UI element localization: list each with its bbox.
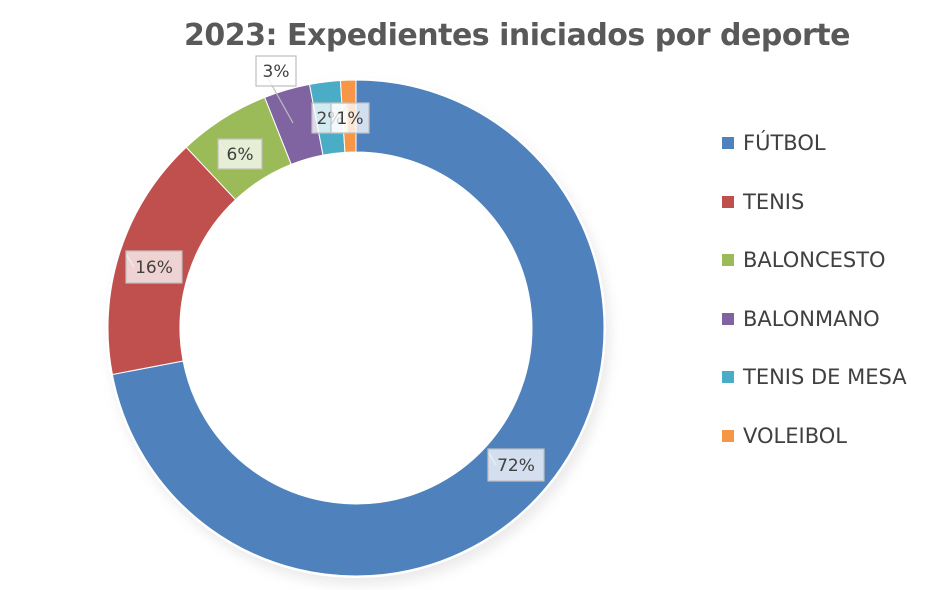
legend-swatch xyxy=(722,254,734,267)
data-label-text: 72% xyxy=(497,456,535,476)
data-label-box xyxy=(330,102,370,134)
data-label-text: 1% xyxy=(337,109,364,129)
legend-swatch xyxy=(722,371,734,384)
legend: FÚTBOL TENIS BALONCESTO BALONMANO TENIS DE M… xyxy=(722,114,907,465)
legend-label: BALONMANO xyxy=(743,306,880,331)
legend-swatch xyxy=(722,137,734,150)
legend-label: BALONCESTO xyxy=(743,248,886,273)
data-label: 3% xyxy=(255,55,297,124)
legend-item: TENIS xyxy=(722,173,907,232)
legend-item: FÚTBOL xyxy=(722,114,907,173)
legend-item: TENIS DE MESA xyxy=(722,348,907,407)
data-label: 1% xyxy=(330,102,370,134)
data-label-box xyxy=(217,138,263,170)
data-label-box xyxy=(255,55,297,87)
data-label: 72% xyxy=(487,448,545,482)
legend-swatch xyxy=(722,195,734,208)
data-label-box xyxy=(125,250,183,284)
legend-item: BALONMANO xyxy=(722,290,907,349)
legend-label: VOLEIBOL xyxy=(743,423,847,448)
data-label-text: 3% xyxy=(263,62,290,82)
data-label: 6% xyxy=(217,138,263,170)
legend-item: VOLEIBOL xyxy=(722,407,907,466)
legend-label: TENIS DE MESA xyxy=(743,365,907,390)
legend-label: TENIS xyxy=(743,189,805,214)
data-label-text: 16% xyxy=(135,258,173,278)
data-label-text: 6% xyxy=(227,145,254,165)
legend-item: BALONCESTO xyxy=(722,231,907,290)
legend-swatch xyxy=(722,312,734,325)
data-label-box xyxy=(487,448,545,482)
data-label: 16% xyxy=(125,250,183,284)
data-labels: 72%16%6%3%2%1% xyxy=(125,55,545,482)
chart-title: 2023: Expedientes iniciados por deporte xyxy=(184,18,850,53)
legend-label: FÚTBOL xyxy=(743,131,826,156)
legend-swatch xyxy=(722,429,734,442)
slice-futbol xyxy=(111,79,605,577)
